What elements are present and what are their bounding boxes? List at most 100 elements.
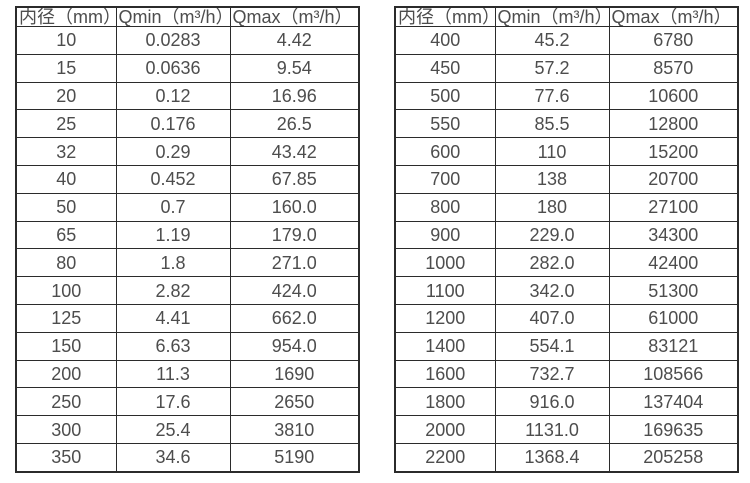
table-cell: 125 xyxy=(15,303,117,333)
table-row: 200 11.3 1690 xyxy=(15,359,360,389)
table-cell: 0.0283 xyxy=(115,26,231,55)
table-cell: 8570 xyxy=(608,53,739,83)
table-cell: 15 xyxy=(15,53,117,83)
table-cell: 169635 xyxy=(608,415,739,444)
table-cell: 1131.0 xyxy=(494,415,610,444)
table-cell: 25 xyxy=(15,109,117,139)
table-cell: 20700 xyxy=(608,164,739,194)
table-cell: 342.0 xyxy=(494,276,610,305)
table-cell: 17.6 xyxy=(115,387,231,417)
table-cell: 25.4 xyxy=(115,415,231,444)
table-cell: 271.0 xyxy=(229,248,360,278)
table-row: 500 77.6 10600 xyxy=(394,81,739,111)
table-cell: 9.54 xyxy=(229,53,360,83)
table-cell: 15200 xyxy=(608,137,739,166)
table-cell: 2.82 xyxy=(115,276,231,305)
table-cell: 600 xyxy=(394,137,496,166)
table-row: 350 34.6 5190 xyxy=(15,442,360,473)
table-row: 1100 342.0 51300 xyxy=(394,276,739,305)
header-qmin: Qmin（m³/h） xyxy=(115,6,231,27)
table-cell: 954.0 xyxy=(229,331,360,361)
table-cell: 4.42 xyxy=(229,26,360,55)
table-cell: 50 xyxy=(15,192,117,222)
table-cell: 34.6 xyxy=(115,442,231,473)
table-cell: 32 xyxy=(15,137,117,166)
table-cell: 57.2 xyxy=(494,53,610,83)
table-cell: 20 xyxy=(15,81,117,111)
table-cell: 200 xyxy=(15,359,117,389)
table-cell: 732.7 xyxy=(494,359,610,389)
table-cell: 0.7 xyxy=(115,192,231,222)
table-row: 900 229.0 34300 xyxy=(394,220,739,250)
table-cell: 4.41 xyxy=(115,303,231,333)
table-cell: 916.0 xyxy=(494,387,610,417)
table-cell: 40 xyxy=(15,164,117,194)
table-cell: 2000 xyxy=(394,415,496,444)
table-row: 250 17.6 2650 xyxy=(15,387,360,417)
table-cell: 42400 xyxy=(608,248,739,278)
table-cell: 550 xyxy=(394,109,496,139)
table-cell: 10600 xyxy=(608,81,739,111)
table-row: 65 1.19 179.0 xyxy=(15,220,360,250)
table-row: 1400 554.1 83121 xyxy=(394,331,739,361)
table-cell: 229.0 xyxy=(494,220,610,250)
table-cell: 450 xyxy=(394,53,496,83)
table-cell: 83121 xyxy=(608,331,739,361)
table-cell: 250 xyxy=(15,387,117,417)
table-row: 10 0.0283 4.42 xyxy=(15,26,360,55)
flow-range-table-large-diameters: 内径（mm） Qmin（m³/h） Qmax（m³/h） 400 45.2 6780… xyxy=(394,6,739,473)
table-row: 300 25.4 3810 xyxy=(15,415,360,444)
table-row: 20 0.12 16.96 xyxy=(15,81,360,111)
table-row: 400 45.2 6780 xyxy=(394,26,739,55)
table-cell: 407.0 xyxy=(494,303,610,333)
table-cell: 61000 xyxy=(608,303,739,333)
table-cell: 179.0 xyxy=(229,220,360,250)
table-cell: 0.12 xyxy=(115,81,231,111)
table-row: 2200 1368.4 205258 xyxy=(394,442,739,473)
table-cell: 500 xyxy=(394,81,496,111)
table-cell: 67.85 xyxy=(229,164,360,194)
table-cell: 100 xyxy=(15,276,117,305)
table-cell: 800 xyxy=(394,192,496,222)
table-row: 450 57.2 8570 xyxy=(394,53,739,83)
table-row: 32 0.29 43.42 xyxy=(15,137,360,166)
table-cell: 77.6 xyxy=(494,81,610,111)
table-cell: 51300 xyxy=(608,276,739,305)
header-inner-diameter: 内径（mm） xyxy=(15,6,117,27)
table-row: 1000 282.0 42400 xyxy=(394,248,739,278)
header-inner-diameter: 内径（mm） xyxy=(394,6,496,27)
table-row: 800 180 27100 xyxy=(394,192,739,222)
table-cell: 6.63 xyxy=(115,331,231,361)
table-row: 600 110 15200 xyxy=(394,137,739,166)
table-cell: 1000 xyxy=(394,248,496,278)
table-body-left: 10 0.0283 4.42 15 0.0636 9.54 20 0.12 16.96 25 0.1… xyxy=(15,26,360,473)
table-row: 80 1.8 271.0 xyxy=(15,248,360,278)
table-cell: 700 xyxy=(394,164,496,194)
table-row: 15 0.0636 9.54 xyxy=(15,53,360,83)
table-cell: 10 xyxy=(15,26,117,55)
table-row: 100 2.82 424.0 xyxy=(15,276,360,305)
table-cell: 0.452 xyxy=(115,164,231,194)
table-cell: 0.176 xyxy=(115,109,231,139)
table-row: 1600 732.7 108566 xyxy=(394,359,739,389)
table-cell: 11.3 xyxy=(115,359,231,389)
table-cell: 108566 xyxy=(608,359,739,389)
table-row: 700 138 20700 xyxy=(394,164,739,194)
table-cell: 1.19 xyxy=(115,220,231,250)
table-cell: 43.42 xyxy=(229,137,360,166)
table-cell: 1200 xyxy=(394,303,496,333)
table-cell: 0.29 xyxy=(115,137,231,166)
table-cell: 45.2 xyxy=(494,26,610,55)
table-cell: 1400 xyxy=(394,331,496,361)
table-cell: 2200 xyxy=(394,442,496,473)
table-cell: 65 xyxy=(15,220,117,250)
table-cell: 6780 xyxy=(608,26,739,55)
table-cell: 80 xyxy=(15,248,117,278)
table-cell: 12800 xyxy=(608,109,739,139)
table-row: 25 0.176 26.5 xyxy=(15,109,360,139)
table-cell: 34300 xyxy=(608,220,739,250)
table-row: 125 4.41 662.0 xyxy=(15,303,360,333)
table-row: 1200 407.0 61000 xyxy=(394,303,739,333)
table-cell: 1100 xyxy=(394,276,496,305)
